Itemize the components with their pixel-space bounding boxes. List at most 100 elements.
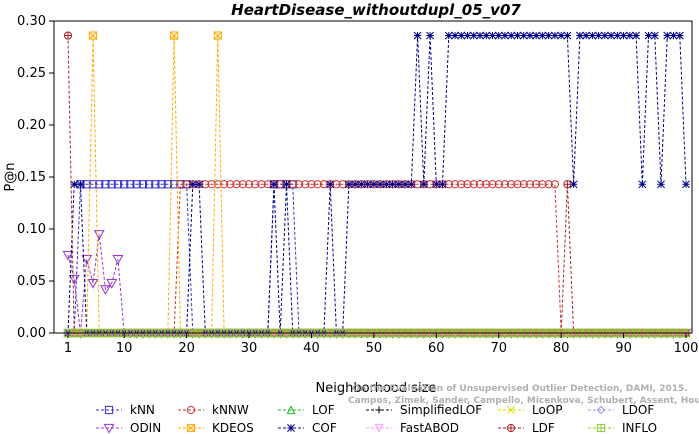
point-cof: [557, 31, 566, 40]
point-knnw: [313, 180, 322, 189]
point-cof: [494, 31, 503, 40]
point-knn: [126, 180, 135, 189]
point-cof: [407, 180, 416, 189]
point-knnw: [513, 180, 522, 189]
point-knnw: [176, 180, 185, 189]
point-knnw: [475, 180, 485, 189]
legend: kNN kNNW LOF SimplifiedLOF LoOP LDOF ODIN KDEOS…: [96, 403, 657, 434]
point-odin: [87, 278, 99, 289]
point-knnw: [301, 180, 310, 189]
series-knn: [63, 180, 691, 338]
legend-item-knn: kNN: [96, 403, 155, 417]
legend-item-lof: LOF: [278, 403, 335, 417]
point-cof: [463, 31, 472, 40]
series-knnw: [63, 180, 691, 338]
x-tick-label: 40: [303, 341, 320, 356]
point-cof: [444, 31, 453, 40]
point-cof: [70, 180, 79, 189]
legend-item-cof: COF: [278, 421, 337, 434]
point-odin: [62, 250, 74, 261]
series-line-cof: [67, 35, 687, 334]
x-tick-label: 60: [428, 341, 445, 356]
point-cof: [594, 31, 603, 40]
y-tick-label: 0.30: [17, 14, 46, 29]
point-kdeos: [170, 31, 179, 40]
point-cof: [270, 180, 278, 189]
point-cof: [369, 180, 378, 189]
point-cof: [632, 31, 641, 40]
point-cof: [625, 31, 634, 40]
point-knnw: [519, 180, 528, 189]
point-cof: [563, 31, 572, 40]
point-knnw: [244, 180, 254, 189]
point-cof: [669, 31, 678, 40]
point-cof: [644, 31, 653, 40]
point-cof: [188, 180, 197, 189]
legend-marker-lof: [286, 405, 296, 415]
point-knn: [145, 180, 154, 189]
legend-item-inflo: INFLO: [588, 421, 657, 434]
y-tick-label: 0.05: [17, 274, 46, 289]
point-cof: [376, 180, 385, 189]
point-kdeos-cross: [170, 31, 179, 40]
plot-area: [62, 31, 692, 339]
legend-marker-knn: [104, 405, 114, 415]
point-knnw: [494, 180, 503, 189]
point-cof: [388, 180, 397, 189]
point-knnw: [294, 180, 304, 189]
point-knnw: [525, 180, 535, 189]
legend-label-ldof: LDOF: [622, 403, 654, 417]
point-knnw: [507, 180, 516, 189]
x-tick-label: 90: [615, 341, 632, 356]
x-axis-label: Neighborhood size: [316, 381, 437, 396]
point-cof: [588, 31, 597, 40]
point-cof: [569, 180, 578, 189]
chart-title: HeartDisease_withoutdupl_05_v07: [231, 1, 521, 19]
point-cof: [650, 31, 659, 40]
point-cof: [426, 31, 435, 40]
plot-frame: [53, 20, 693, 334]
point-knnw: [251, 180, 260, 189]
legend-label-simplifiedlof: SimplifiedLOF: [400, 403, 482, 417]
point-knnw: [307, 180, 316, 189]
point-cof: [675, 31, 684, 40]
point-cof: [469, 31, 478, 40]
x-tick-label: 10: [116, 341, 133, 356]
point-cof: [413, 31, 422, 40]
point-cof: [682, 180, 690, 189]
point-knn: [101, 180, 110, 189]
point-knnw: [488, 180, 497, 189]
point-cof: [538, 31, 547, 40]
x-tick-label: 1: [64, 341, 72, 356]
legend-marker-kdeos-cross: [187, 424, 195, 432]
point-cof: [363, 180, 372, 189]
point-odin: [100, 285, 111, 295]
y-tick-label: 0.25: [17, 66, 46, 81]
point-cof: [575, 31, 584, 40]
credit-line-1: On the Evaluation of Unsupervised Outlie…: [352, 384, 687, 394]
point-cof: [351, 180, 360, 189]
legend-marker-kdeos: [186, 423, 196, 433]
point-cof: [550, 31, 559, 40]
point-knn: [120, 180, 129, 189]
legend-item-odin: ODIN: [96, 421, 161, 434]
x-tick-label: 70: [490, 341, 507, 356]
legend-label-odin: ODIN: [130, 421, 161, 434]
point-cof: [282, 180, 291, 189]
point-cof: [357, 180, 366, 189]
point-knnw: [450, 180, 460, 189]
legend-marker-cof: [287, 424, 295, 432]
point-cof: [432, 180, 441, 189]
point-cof: [638, 180, 647, 189]
point-cof: [619, 31, 628, 40]
point-cof: [326, 180, 335, 189]
legend-marker-inflo-cross: [597, 424, 605, 432]
x-tick-label: 100: [674, 341, 699, 356]
legend-label-knn: kNN: [130, 403, 155, 417]
point-cof: [501, 31, 509, 40]
point-cof: [344, 180, 353, 189]
legend-marker-ldof: [596, 405, 606, 415]
point-knn: [157, 180, 166, 189]
point-odin: [112, 255, 124, 265]
